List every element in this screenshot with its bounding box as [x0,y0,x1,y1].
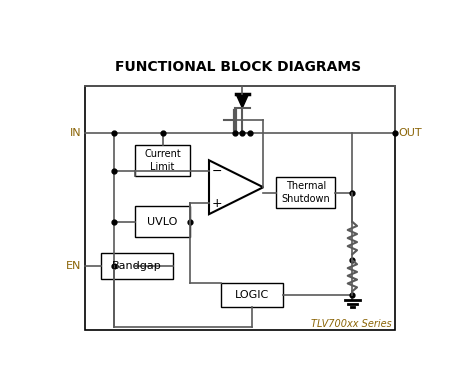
Text: EN: EN [66,261,81,271]
Text: Bandgap: Bandgap [112,261,162,271]
Text: Current
Limit: Current Limit [144,149,181,172]
Bar [135,207,190,237]
Bar [100,253,173,279]
Bar [85,86,395,330]
Text: OUT: OUT [398,127,422,137]
Polygon shape [236,94,249,108]
Text: FUNCTIONAL BLOCK DIAGRAMS: FUNCTIONAL BLOCK DIAGRAMS [115,60,361,74]
Text: TLV700xx Series: TLV700xx Series [311,318,392,328]
Text: LOGIC: LOGIC [234,290,269,300]
Bar [221,283,282,306]
Text: +: + [212,197,222,210]
Text: UVLO: UVLO [147,217,178,227]
Text: IN: IN [69,127,81,137]
Text: −: − [212,164,222,178]
Bar [135,145,190,176]
Text: Thermal
Shutdown: Thermal Shutdown [282,181,330,204]
Bar [276,177,335,208]
